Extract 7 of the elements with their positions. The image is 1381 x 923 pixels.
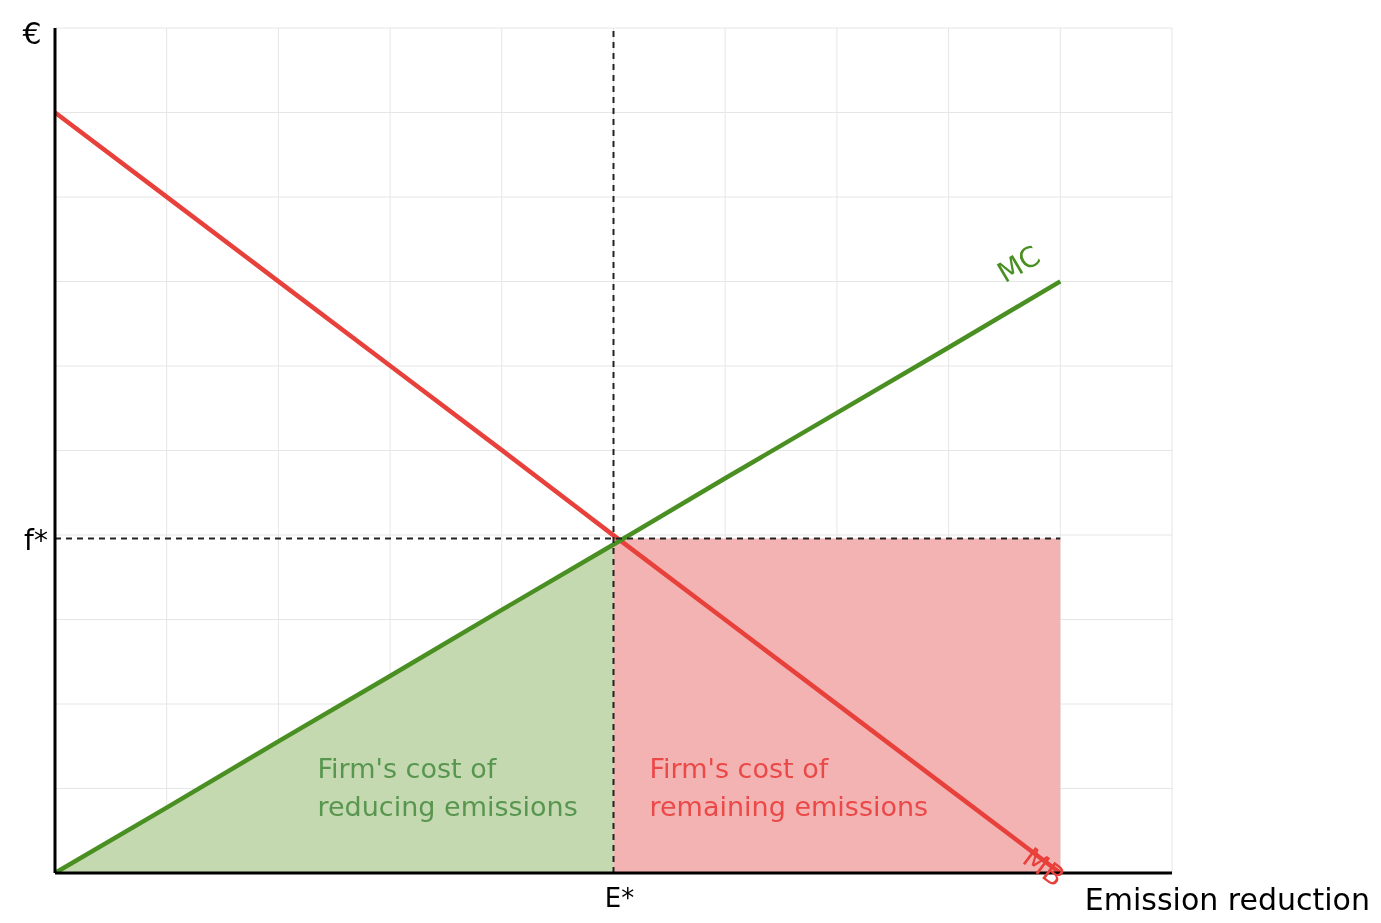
x-axis-title: Emission reduction (1084, 882, 1370, 917)
text: MC (991, 238, 1046, 290)
text: E* (604, 883, 635, 913)
ref-line-label: f* (24, 524, 48, 558)
y-axis-title: € (22, 16, 42, 51)
series-label: Firm's cost of remaining emissions (649, 753, 929, 822)
series-label: Firm's cost of reducing emissions (317, 753, 578, 822)
